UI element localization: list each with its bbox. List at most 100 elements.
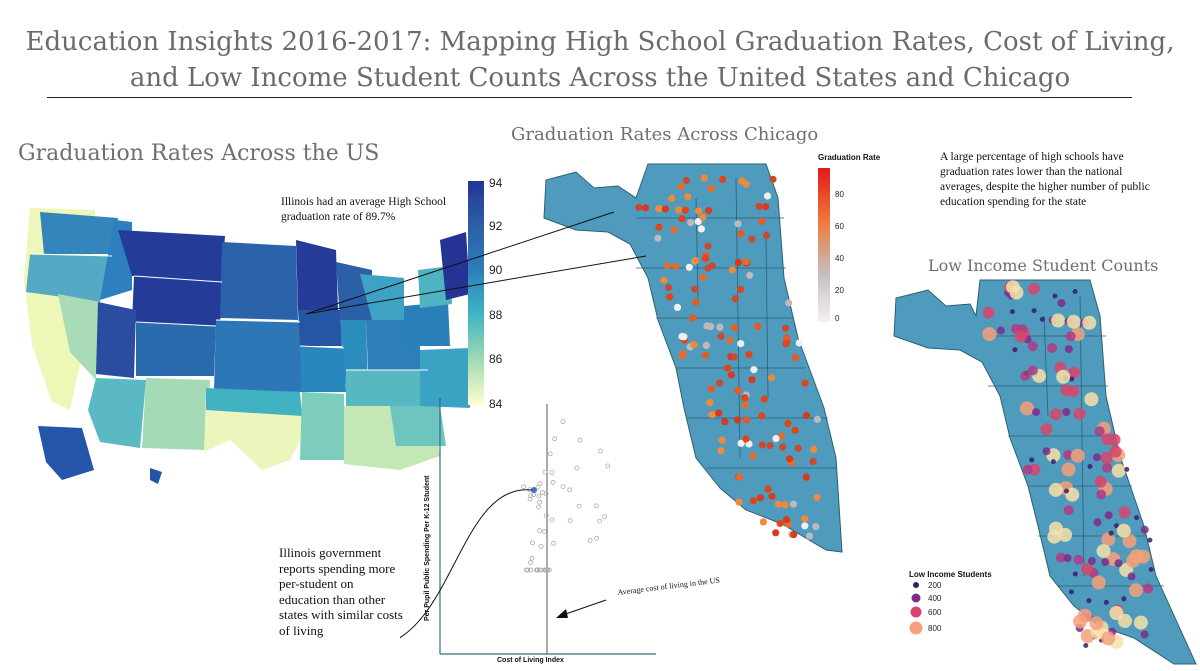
legend-label-800: 800 <box>928 624 942 633</box>
state-hawaii <box>150 468 162 484</box>
low-income-point <box>1091 575 1106 590</box>
school-point <box>742 180 750 188</box>
school-point <box>810 445 818 453</box>
low-income-point <box>1094 475 1107 488</box>
school-point <box>748 376 756 384</box>
low-income-point <box>1143 583 1154 594</box>
scatter-point <box>529 555 535 561</box>
school-point <box>809 457 817 465</box>
low-income-point <box>1094 426 1105 437</box>
connector-line-top <box>305 211 615 315</box>
school-point <box>802 473 810 481</box>
low-income-point <box>1012 347 1018 353</box>
school-point <box>801 515 809 523</box>
school-point <box>670 226 678 234</box>
scatter-point <box>605 463 611 469</box>
low-income-point <box>1133 615 1148 630</box>
low-income-point <box>1042 447 1051 456</box>
state-pennsylvania <box>404 302 450 346</box>
school-point <box>782 340 790 348</box>
low-income-point <box>1108 530 1114 536</box>
low-income-point <box>1140 630 1149 639</box>
illinois-point <box>531 487 537 493</box>
low-income-point <box>1064 345 1073 354</box>
page-title-line-1: Education Insights 2016-2017: Mapping Hi… <box>25 27 1175 57</box>
us-colorbar-tick-86: 86 <box>489 352 503 366</box>
school-point <box>655 223 663 231</box>
school-point <box>783 334 791 342</box>
low-income-point <box>1103 599 1109 605</box>
school-point <box>678 332 686 341</box>
low-income-point <box>1101 631 1116 646</box>
low-income-point <box>1081 562 1093 575</box>
school-point <box>784 419 792 427</box>
low-income-point <box>1009 285 1024 300</box>
low-income-point <box>1108 433 1121 446</box>
school-point <box>791 426 799 434</box>
connector-line-bottom <box>305 255 647 315</box>
school-point <box>727 371 735 379</box>
school-point <box>741 394 749 402</box>
low-income-point <box>1049 408 1062 421</box>
low-income-point <box>1093 518 1102 527</box>
low-income-point <box>996 326 1005 335</box>
school-point <box>700 174 708 182</box>
chicago-school-points <box>635 174 821 540</box>
low-income-point <box>1111 463 1126 478</box>
low-income-point <box>1031 308 1037 314</box>
school-point <box>697 225 705 233</box>
school-point <box>737 340 745 348</box>
school-point <box>701 351 709 359</box>
school-point <box>789 500 798 508</box>
scatter-point <box>538 544 544 549</box>
scatter-point <box>560 484 566 489</box>
school-point <box>785 299 793 307</box>
school-point <box>734 386 742 395</box>
low-income-point <box>1114 523 1119 529</box>
school-point <box>801 522 809 530</box>
state-montana <box>118 230 225 282</box>
low-income-point <box>1140 525 1149 534</box>
school-point <box>672 262 680 270</box>
low-income-point <box>982 327 997 342</box>
school-point <box>682 176 690 185</box>
title-divider <box>47 97 1132 98</box>
school-point <box>664 283 673 292</box>
low-income-points <box>982 280 1154 649</box>
school-point <box>715 409 723 417</box>
state-arizona <box>88 378 146 448</box>
school-point <box>704 242 712 250</box>
low-income-point <box>1101 558 1110 567</box>
chicago-note: A large percentage of high schools have … <box>940 151 1150 208</box>
school-point <box>741 401 749 409</box>
state-new-mexico <box>142 378 210 450</box>
low-income-heading: Low Income Student Counts <box>928 256 1159 275</box>
low-income-point <box>1055 552 1066 563</box>
low-income-point <box>1109 445 1122 458</box>
scatter-point <box>535 484 541 490</box>
school-point <box>642 204 650 212</box>
state-new-england <box>440 232 470 300</box>
scatter-point <box>551 540 556 546</box>
school-point <box>702 341 710 349</box>
scatter-point <box>537 499 542 505</box>
illinois-annotation: Illinois had an average High School grad… <box>281 196 447 223</box>
scatter-point <box>602 514 608 519</box>
school-point <box>795 339 803 347</box>
school-point <box>790 531 798 539</box>
school-point <box>716 323 724 331</box>
school-point <box>733 416 742 424</box>
state-borders <box>29 253 428 371</box>
state-dakotas <box>220 242 298 320</box>
school-point <box>756 494 764 502</box>
school-point <box>661 205 670 213</box>
low-income-point <box>1089 616 1104 631</box>
chicago-outline <box>543 163 843 553</box>
school-point <box>768 492 776 500</box>
school-point <box>802 412 811 420</box>
school-point <box>746 271 754 279</box>
state-washington <box>40 212 118 254</box>
state-missouri <box>300 346 346 392</box>
scatter-point <box>536 493 542 499</box>
